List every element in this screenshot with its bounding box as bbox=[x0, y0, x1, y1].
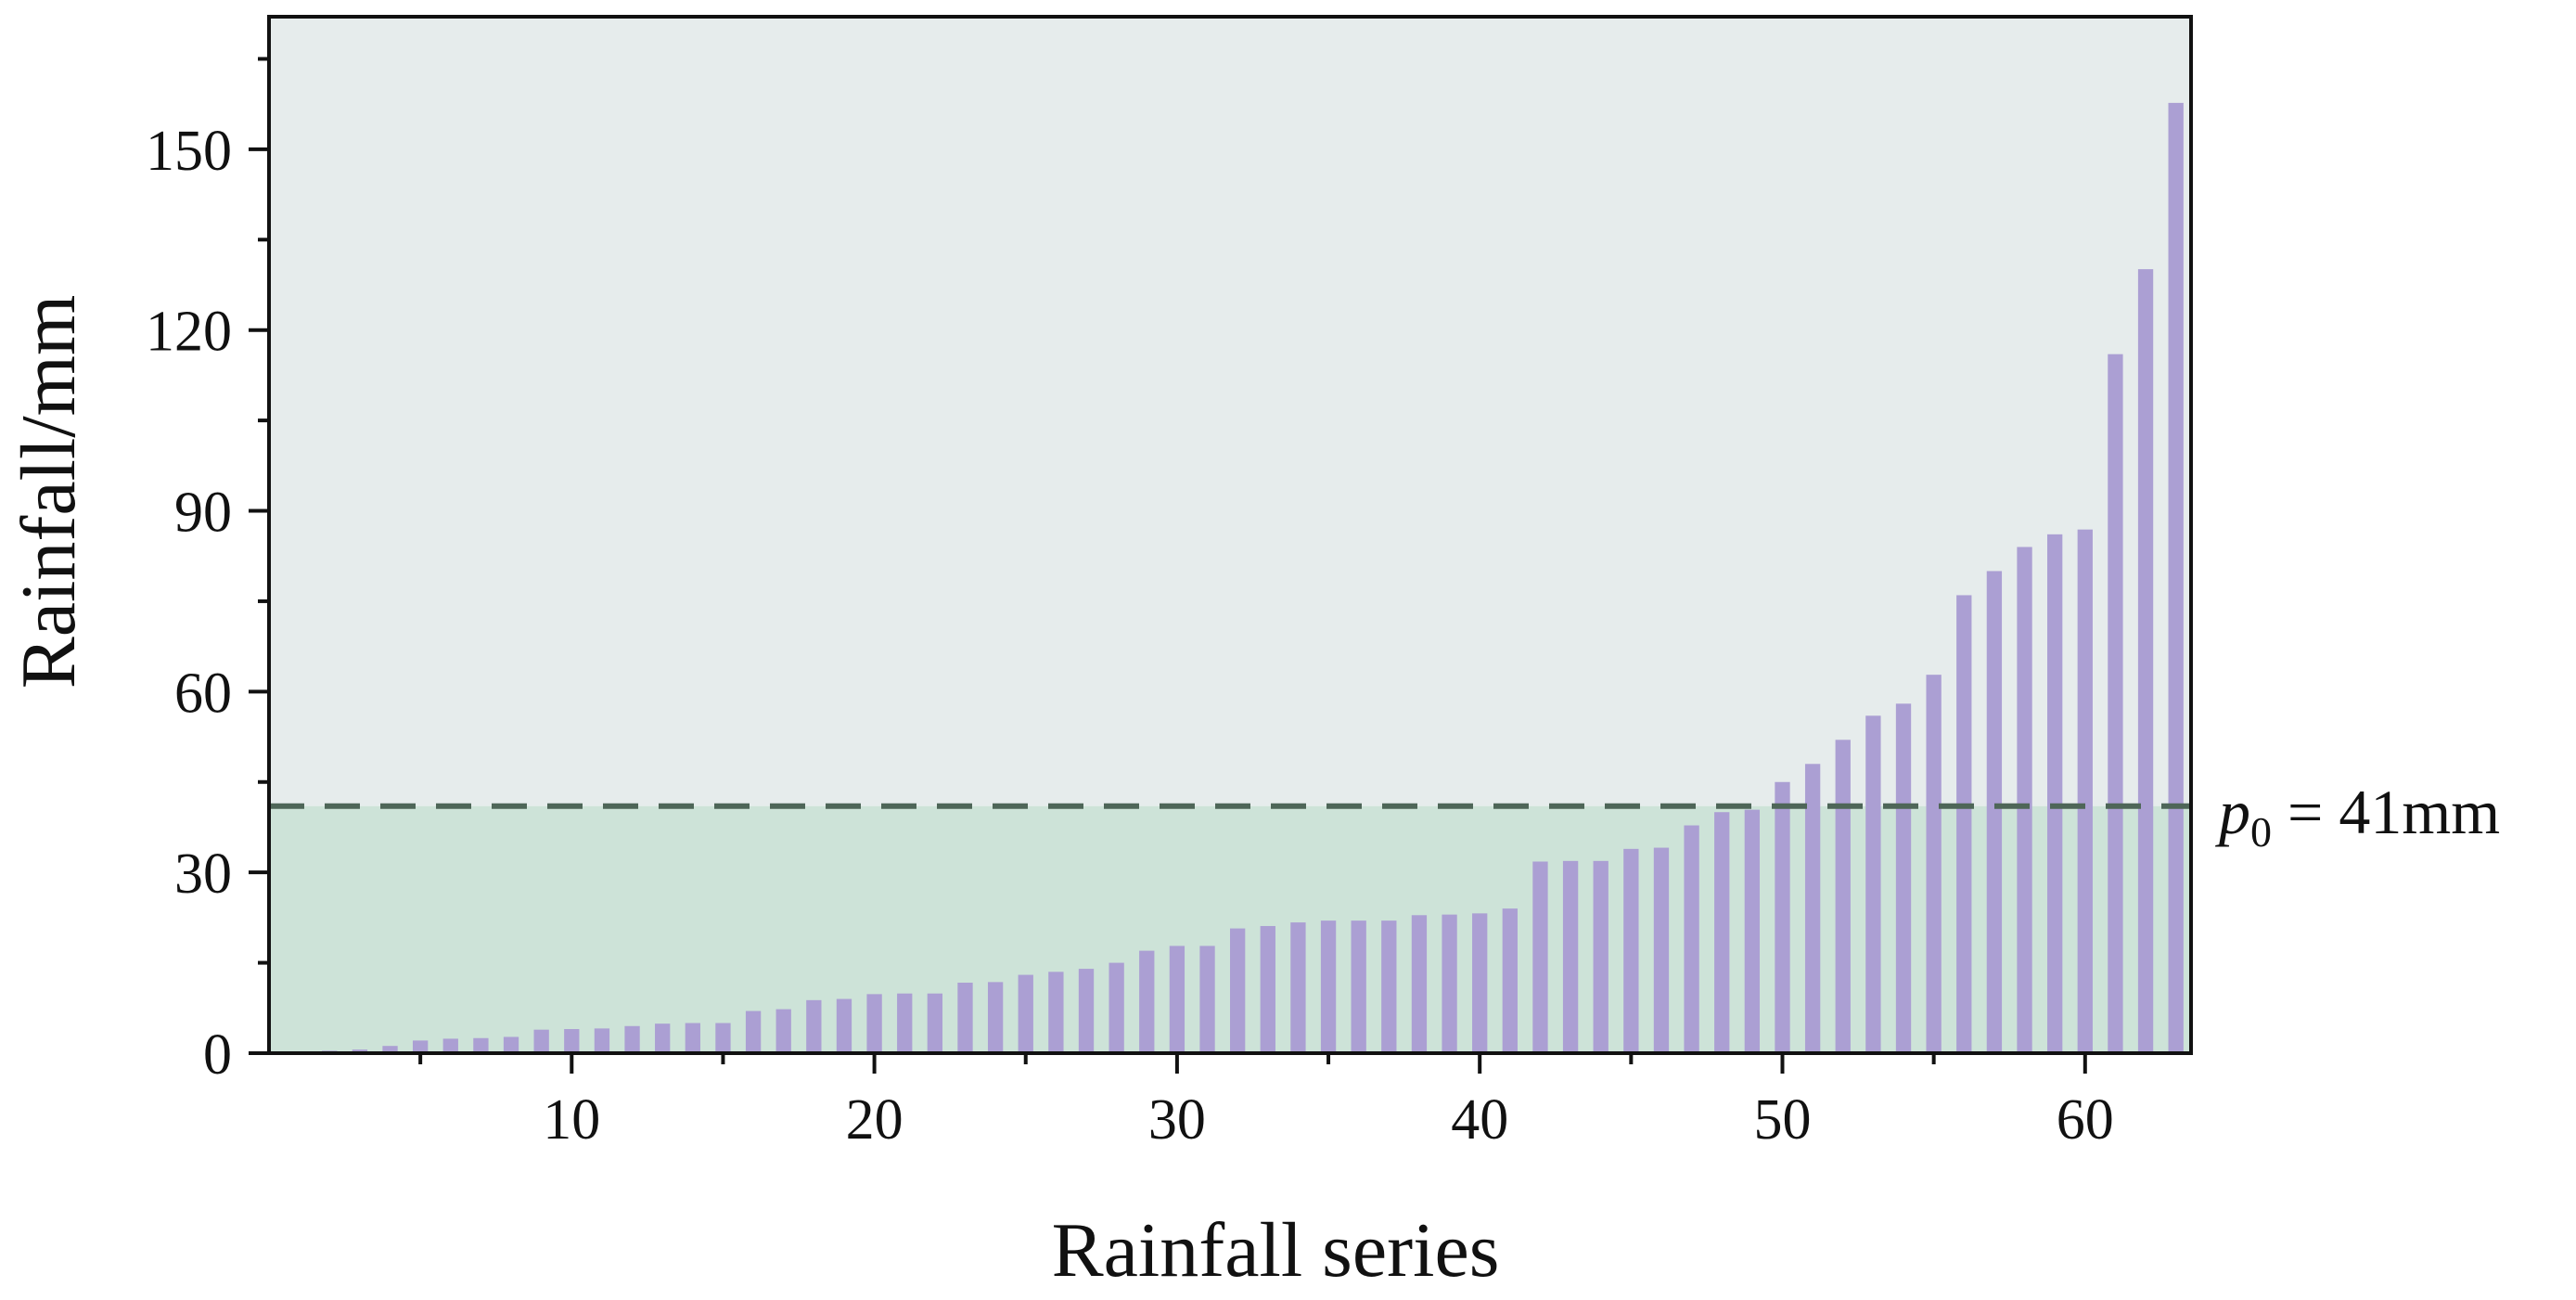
bar-50 bbox=[1775, 781, 1790, 1053]
bar-33 bbox=[1260, 925, 1275, 1053]
bar-20 bbox=[866, 994, 882, 1053]
threshold-label-prefix: p bbox=[2215, 777, 2250, 847]
x-tick-label-20: 20 bbox=[846, 1088, 904, 1152]
x-axis-label: Rainfall series bbox=[1052, 1207, 1500, 1294]
bar-12 bbox=[624, 1025, 640, 1053]
bar-15 bbox=[715, 1023, 731, 1053]
bar-11 bbox=[594, 1028, 610, 1053]
bar-35 bbox=[1320, 920, 1337, 1053]
bar-24 bbox=[987, 982, 1004, 1053]
threshold-label-subscript: 0 bbox=[2250, 808, 2272, 856]
bar-60 bbox=[2077, 529, 2093, 1053]
bar-13 bbox=[655, 1023, 671, 1053]
y-tick-label-150: 150 bbox=[146, 120, 232, 183]
bar-61 bbox=[2108, 354, 2123, 1053]
bar-6 bbox=[442, 1038, 458, 1053]
bar-29 bbox=[1139, 950, 1155, 1053]
x-tick-label-30: 30 bbox=[1148, 1088, 1206, 1152]
bar-43 bbox=[1562, 860, 1579, 1053]
bar-51 bbox=[1804, 764, 1821, 1053]
bar-52 bbox=[1835, 740, 1851, 1053]
y-tick-label-120: 120 bbox=[146, 301, 232, 364]
bar-27 bbox=[1078, 969, 1095, 1053]
bar-10 bbox=[564, 1029, 580, 1053]
bar-38 bbox=[1411, 915, 1428, 1053]
x-tick-label-40: 40 bbox=[1451, 1088, 1508, 1152]
bar-40 bbox=[1472, 913, 1488, 1053]
bar-63 bbox=[2168, 102, 2184, 1054]
bar-28 bbox=[1109, 962, 1124, 1053]
y-tick-label-90: 90 bbox=[174, 482, 232, 545]
bar-59 bbox=[2047, 534, 2063, 1053]
bar-46 bbox=[1653, 847, 1670, 1053]
bar-62 bbox=[2137, 269, 2154, 1053]
bar-30 bbox=[1169, 946, 1185, 1053]
x-tick-label-60: 60 bbox=[2057, 1088, 2114, 1152]
bar-23 bbox=[957, 983, 973, 1053]
bar-41 bbox=[1502, 908, 1518, 1053]
bar-7 bbox=[473, 1037, 489, 1053]
bar-57 bbox=[1986, 571, 2003, 1053]
x-tick-label-10: 10 bbox=[543, 1088, 600, 1152]
bar-31 bbox=[1199, 946, 1215, 1053]
bar-32 bbox=[1230, 928, 1246, 1053]
bar-45 bbox=[1623, 848, 1639, 1053]
bar-47 bbox=[1684, 825, 1699, 1053]
plot-frame bbox=[267, 15, 2193, 1055]
bar-17 bbox=[775, 1009, 791, 1053]
y-tick-label-60: 60 bbox=[174, 662, 232, 725]
bar-42 bbox=[1532, 861, 1548, 1053]
bar-26 bbox=[1048, 972, 1064, 1053]
bar-37 bbox=[1381, 920, 1397, 1053]
y-tick-label-30: 30 bbox=[174, 843, 232, 906]
threshold-label: p0 = 41mm bbox=[2215, 777, 2500, 856]
bar-21 bbox=[897, 993, 913, 1053]
bar-25 bbox=[1018, 974, 1033, 1053]
y-tick-label-0: 0 bbox=[203, 1023, 232, 1087]
x-tick-label-50: 50 bbox=[1753, 1088, 1811, 1152]
bar-34 bbox=[1290, 922, 1306, 1053]
bar-18 bbox=[806, 999, 822, 1053]
bar-58 bbox=[2017, 547, 2032, 1053]
bar-53 bbox=[1865, 715, 1881, 1053]
bar-36 bbox=[1351, 920, 1366, 1053]
bar-39 bbox=[1442, 914, 1457, 1053]
bar-14 bbox=[685, 1023, 700, 1053]
bar-48 bbox=[1714, 812, 1730, 1053]
bar-16 bbox=[745, 1010, 762, 1053]
bar-9 bbox=[533, 1029, 549, 1053]
background-above-threshold bbox=[269, 17, 2191, 806]
bar-22 bbox=[927, 993, 943, 1053]
bar-44 bbox=[1593, 860, 1608, 1053]
bar-54 bbox=[1895, 703, 1912, 1053]
bar-4 bbox=[382, 1046, 398, 1053]
y-axis-label: Rainfall/mm bbox=[6, 295, 92, 689]
bar-5 bbox=[412, 1040, 429, 1053]
bar-56 bbox=[1956, 595, 1972, 1053]
threshold-label-suffix: = 41mm bbox=[2272, 777, 2500, 847]
bar-8 bbox=[503, 1036, 519, 1053]
bar-49 bbox=[1744, 809, 1761, 1053]
bar-55 bbox=[1926, 675, 1942, 1053]
bar-19 bbox=[836, 998, 852, 1053]
